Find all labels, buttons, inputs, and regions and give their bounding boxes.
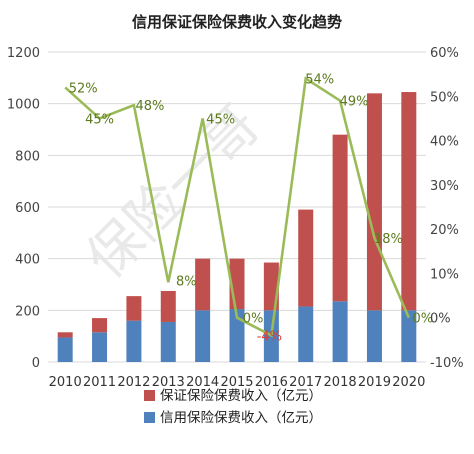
left-tick-label: 0 — [32, 356, 40, 371]
growth-data-label: 48% — [135, 99, 164, 114]
x-tick-label: 2016 — [255, 375, 288, 390]
right-tick-label: 30% — [430, 179, 459, 194]
bar-credit-insurance — [57, 337, 73, 362]
bar-guarantee-insurance — [332, 134, 348, 302]
right-tick-label: 60% — [430, 46, 459, 61]
left-tick-label: 800 — [15, 149, 40, 164]
legend-label: 保证保险保费收入（亿元） — [160, 388, 322, 404]
bars — [57, 92, 417, 362]
bar-guarantee-insurance — [298, 209, 314, 307]
left-tick-label: 600 — [15, 201, 40, 216]
growth-data-label: 54% — [305, 73, 334, 88]
x-tick-label: 2014 — [186, 375, 219, 390]
legend-swatch — [144, 412, 155, 423]
growth-data-label: 45% — [85, 112, 114, 127]
right-tick-label: -10% — [430, 356, 464, 371]
right-tick-label: 20% — [430, 223, 459, 238]
bar-credit-insurance — [401, 310, 417, 362]
right-axis: -10% 0% 10% 20% 30% 40% 50% 60% — [430, 46, 464, 371]
bar-credit-insurance — [332, 301, 348, 362]
x-tick-label: 2011 — [83, 375, 116, 390]
left-axis: 0 200 400 600 800 1000 1200 — [7, 46, 40, 371]
bar-credit-insurance — [229, 309, 245, 362]
growth-data-label: 49% — [340, 95, 369, 110]
x-tick-label: 2012 — [117, 375, 150, 390]
bar-guarantee-insurance — [366, 93, 382, 311]
x-axis: 2010 2011 2012 2013 2014 2015 2016 2017 2018 2019… — [49, 375, 426, 390]
bar-guarantee-insurance — [195, 258, 211, 311]
right-tick-label: 50% — [430, 90, 459, 105]
bar-credit-insurance — [92, 332, 108, 362]
x-tick-label: 2013 — [152, 375, 185, 390]
chart-title: 信用保证保险保费收入变化趋势 — [132, 13, 342, 31]
x-tick-label: 2015 — [220, 375, 253, 390]
x-tick-label: 2018 — [324, 375, 357, 390]
bar-guarantee-insurance — [92, 318, 108, 333]
growth-data-label: 45% — [206, 112, 235, 127]
x-tick-label: 2017 — [289, 375, 322, 390]
bar-credit-insurance — [366, 310, 382, 362]
x-tick-label: 2020 — [392, 375, 425, 390]
bar-guarantee-insurance — [57, 332, 73, 338]
left-tick-label: 400 — [15, 253, 40, 268]
left-tick-label: 1000 — [7, 98, 40, 113]
bar-credit-insurance — [126, 320, 142, 362]
growth-data-label: 52% — [69, 81, 98, 96]
bar-guarantee-insurance — [160, 290, 176, 322]
growth-line: 52% 45% 48% 8% 45% 0% -4% 54% 49% 18% 0% — [64, 73, 434, 344]
growth-data-label: 18% — [374, 232, 403, 247]
bar-credit-insurance — [160, 321, 176, 362]
right-tick-label: 10% — [430, 267, 459, 282]
growth-line-path — [64, 76, 411, 338]
legend-swatch — [144, 390, 155, 401]
growth-data-label: 0% — [243, 312, 264, 327]
x-tick-label: 2019 — [358, 375, 391, 390]
bar-credit-insurance — [298, 306, 314, 362]
right-tick-label: 0% — [430, 312, 451, 327]
legend-label: 信用保险保费收入（亿元） — [160, 410, 322, 426]
bar-credit-insurance — [195, 310, 211, 362]
growth-data-label: -4% — [257, 329, 282, 344]
left-tick-label: 200 — [15, 304, 40, 319]
growth-data-label: 8% — [176, 274, 197, 289]
x-tick-label: 2010 — [49, 375, 82, 390]
right-tick-label: 40% — [430, 135, 459, 150]
bar-guarantee-insurance — [401, 92, 417, 311]
left-tick-label: 1200 — [7, 46, 40, 61]
bar-guarantee-insurance — [126, 296, 142, 321]
legend: 保证保险保费收入（亿元） 信用保险保费收入（亿元） — [144, 388, 322, 426]
growth-data-label: 0% — [413, 312, 434, 327]
